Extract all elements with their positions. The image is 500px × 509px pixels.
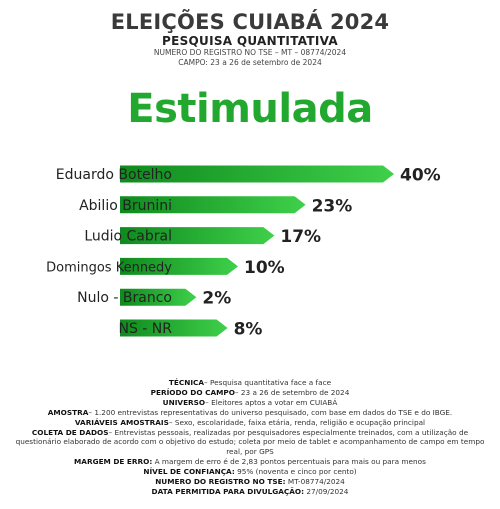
header: ELEIÇÕES CUIABÁ 2024 PESQUISA QUANTITATI…	[0, 10, 500, 68]
category-label: Ludio Cabral	[84, 229, 172, 245]
category-label: Nulo - Branco	[77, 290, 172, 306]
category-label: Eduardo Botelho	[56, 167, 172, 183]
headline-estimulada: Estimulada	[127, 86, 373, 132]
category-label: Abilio Brunini	[79, 198, 172, 214]
footer-confianca: NÍVEL DE CONFIANÇA: 95% (noventa e cinco…	[143, 467, 357, 477]
registro-text: NUMERO DO REGISTRO NO TSE – MT – 08774/2…	[153, 48, 347, 57]
footer-registro: NUMERO DO REGISTRO NO TSE: MT-08774/2024	[155, 477, 345, 487]
value-label: 2%	[202, 289, 231, 309]
footer-periodo: PERÍODO DO CAMPO– 23 a 26 de setembro de…	[150, 387, 350, 397]
page-subtitle: PESQUISA QUANTITATIVA	[161, 34, 339, 48]
bar	[120, 257, 238, 275]
footer-universo: UNIVERSO– Eleitores aptos a votar em CUI…	[162, 397, 338, 407]
footer-margem: MARGEM DE ERRO: A margem de erro é de 2,…	[74, 457, 426, 467]
footer-tecnica: TÉCNICA– Pesquisa quantitativa face a fa…	[168, 378, 332, 387]
bar	[120, 227, 275, 245]
category-label: NS - NR	[118, 321, 172, 337]
page-title: ELEIÇÕES CUIABÁ 2024	[110, 10, 390, 34]
bar	[120, 196, 306, 214]
value-label: 40%	[400, 166, 441, 186]
bar	[120, 288, 197, 306]
methodology-footer: TÉCNICA– Pesquisa quantitativa face a fa…	[10, 378, 490, 497]
bar	[120, 165, 394, 183]
value-label: 23%	[312, 196, 353, 216]
footer-coleta: COLETA DE DADOS– Entrevistas pessoais, r…	[15, 427, 485, 457]
footer-variaveis: VARIÁVEIS AMOSTRAIS– Sexo, escolaridade,…	[74, 417, 426, 427]
footer-data: DATA PERMITIDA PARA DIVULGAÇÃO: 27/09/20…	[151, 486, 349, 496]
bar	[120, 319, 228, 337]
campo-text: CAMPO: 23 a 26 de setembro de 2024	[178, 58, 322, 67]
bar-chart: 40% 23% 17% 10% 2%8% Eduardo Botelho Abilio Br…	[46, 165, 441, 340]
category-label: Domingos Kennedy	[46, 260, 172, 275]
footer-amostra: AMOSTRA– 1.200 entrevistas representativ…	[47, 407, 453, 417]
value-label: 8%	[234, 320, 263, 340]
value-label: 17%	[280, 227, 321, 247]
value-label: 10%	[244, 258, 285, 278]
